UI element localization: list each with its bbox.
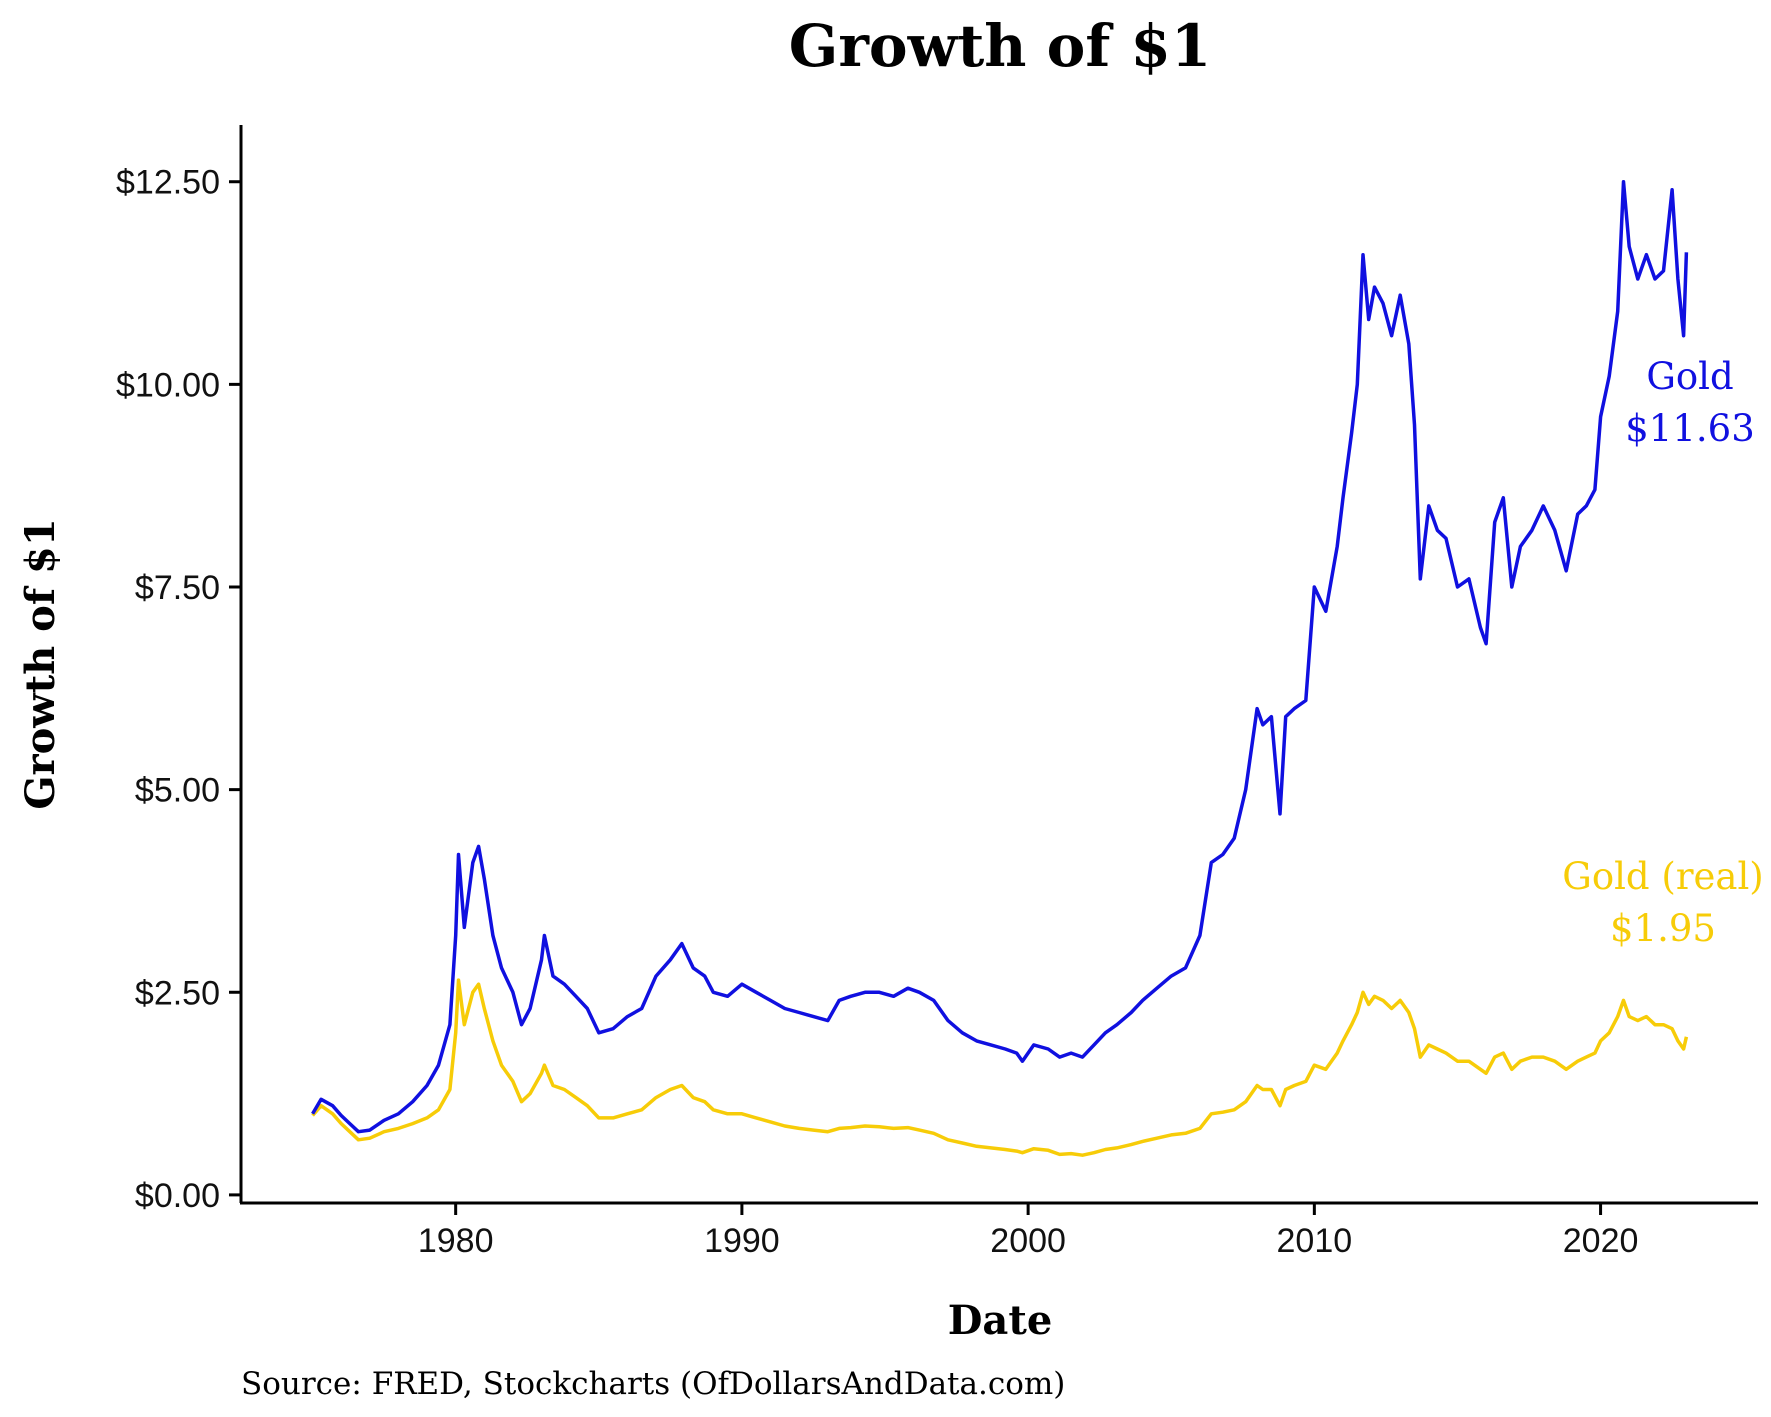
y-tick-label: $5.00	[135, 772, 220, 810]
x-tick-label: 1980	[418, 1222, 494, 1260]
x-tick-label: 1990	[704, 1222, 780, 1260]
y-tick-label: $0.00	[135, 1177, 220, 1215]
series-label-gold-value: $11.63	[1625, 407, 1754, 450]
x-tick-label: 2000	[990, 1222, 1066, 1260]
source-note: Source: FRED, Stockcharts (OfDollarsAndD…	[241, 1366, 1065, 1402]
series-line-gold	[311, 179, 1689, 1134]
y-ticks: $0.00 $2.50 $5.00 $7.50 $10.00 $12.50	[116, 164, 241, 1215]
y-axis-label: Growth of $1	[17, 518, 64, 809]
y-tick-label: $7.50	[135, 569, 220, 607]
x-tick-label: 2010	[1277, 1222, 1353, 1260]
y-tick-label: $12.50	[116, 164, 220, 202]
series-labels: Gold $11.63 Gold (real) $1.95	[1562, 355, 1763, 950]
series-lines	[311, 179, 1689, 1157]
x-axis: 1980 1990 2000 2010 2020	[240, 1201, 1758, 1260]
y-tick-label: $2.50	[135, 974, 220, 1012]
x-axis-label: Date	[948, 1297, 1053, 1344]
series-label-gold-real-value: $1.95	[1610, 907, 1716, 950]
series-line-gold-real	[311, 978, 1689, 1157]
x-tick-label: 2020	[1563, 1222, 1639, 1260]
y-tick-label: $10.00	[116, 366, 220, 404]
chart-title: Growth of $1	[789, 12, 1211, 80]
series-label-gold-name: Gold	[1646, 355, 1733, 398]
y-axis: $0.00 $2.50 $5.00 $7.50 $10.00 $12.50	[116, 125, 243, 1215]
series-label-gold-real-name: Gold (real)	[1562, 855, 1763, 898]
x-ticks: 1980 1990 2000 2010 2020	[418, 1203, 1639, 1260]
